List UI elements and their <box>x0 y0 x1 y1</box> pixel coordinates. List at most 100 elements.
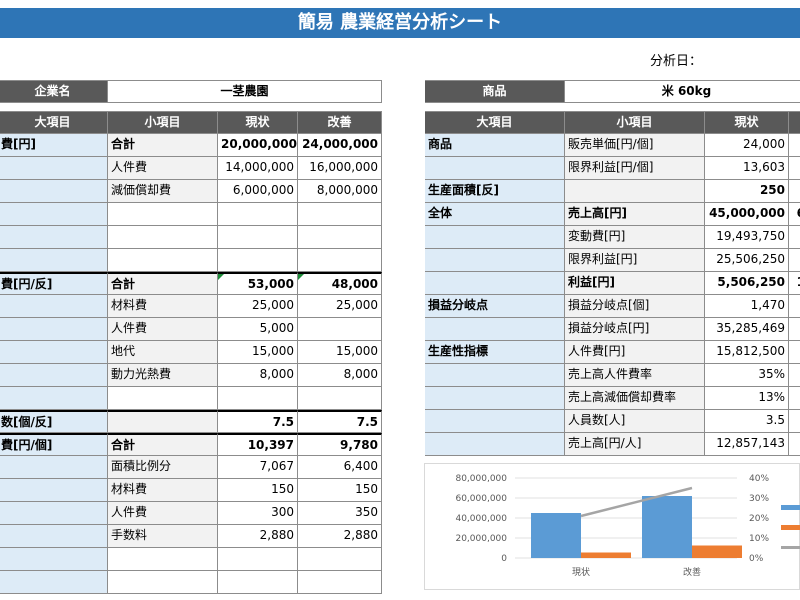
left-sub-cell[interactable]: 人件費 <box>108 318 218 341</box>
right-extra-cell[interactable] <box>789 134 800 157</box>
left-cat-cell[interactable] <box>0 479 108 502</box>
left-sub-cell[interactable]: 人件費 <box>108 502 218 525</box>
right-cat-cell[interactable]: 損益分岐点 <box>425 295 565 318</box>
left-current-cell[interactable] <box>218 203 298 226</box>
left-cat-cell[interactable] <box>0 548 108 571</box>
left-cat-cell[interactable] <box>0 502 108 525</box>
right-cat-cell[interactable] <box>425 318 565 341</box>
left-current-cell[interactable]: 8,000 <box>218 364 298 387</box>
left-sub-cell[interactable] <box>108 571 218 594</box>
right-sub-cell[interactable]: 変動費[円] <box>565 226 705 249</box>
left-current-cell[interactable]: 15,000 <box>218 341 298 364</box>
right-cat-cell[interactable] <box>425 410 565 433</box>
left-improved-cell[interactable]: 8,000,000 <box>298 180 382 203</box>
right-extra-cell[interactable] <box>789 318 800 341</box>
left-improved-cell[interactable] <box>298 203 382 226</box>
left-sub-cell[interactable]: 合計 <box>108 134 218 157</box>
right-header-0[interactable]: 大項目 <box>425 111 565 134</box>
left-improved-cell[interactable] <box>298 318 382 341</box>
left-current-cell[interactable] <box>218 548 298 571</box>
left-current-cell[interactable] <box>218 249 298 272</box>
left-improved-cell[interactable] <box>298 249 382 272</box>
left-current-cell[interactable] <box>218 387 298 410</box>
right-sub-cell[interactable]: 損益分岐点[円] <box>565 318 705 341</box>
right-extra-cell[interactable] <box>789 249 800 272</box>
left-current-cell[interactable]: 25,000 <box>218 295 298 318</box>
left-current-cell[interactable]: 5,000 <box>218 318 298 341</box>
left-sub-cell[interactable]: 減価償却費 <box>108 180 218 203</box>
left-improved-cell[interactable]: 16,000,000 <box>298 157 382 180</box>
left-current-cell[interactable]: 53,000 <box>218 272 298 295</box>
right-cat-cell[interactable] <box>425 387 565 410</box>
left-improved-cell[interactable]: 48,000 <box>298 272 382 295</box>
left-cat-cell[interactable] <box>0 525 108 548</box>
right-current-cell[interactable]: 13,603 <box>705 157 789 180</box>
left-cat-cell[interactable] <box>0 571 108 594</box>
left-header-3[interactable]: 改善 <box>298 111 382 134</box>
right-cat-cell[interactable] <box>425 364 565 387</box>
right-sub-cell[interactable]: 販売単価[円/個] <box>565 134 705 157</box>
left-cat-cell[interactable] <box>0 226 108 249</box>
left-sub-cell[interactable] <box>108 387 218 410</box>
left-cat-cell[interactable] <box>0 203 108 226</box>
left-sub-cell[interactable]: 面積比例分 <box>108 456 218 479</box>
right-sub-cell[interactable]: 人員数[人] <box>565 410 705 433</box>
company-label[interactable]: 企業名 <box>0 80 108 103</box>
product-value[interactable]: 米 60kg <box>565 80 800 103</box>
right-sub-cell[interactable]: 損益分岐点[個] <box>565 295 705 318</box>
left-sub-cell[interactable] <box>108 548 218 571</box>
left-cat-cell[interactable] <box>0 341 108 364</box>
left-sub-cell[interactable]: 材料費 <box>108 295 218 318</box>
right-cat-cell[interactable]: 商品 <box>425 134 565 157</box>
right-sub-cell[interactable]: 売上高[円/人] <box>565 433 705 456</box>
left-current-cell[interactable]: 20,000,000 <box>218 134 298 157</box>
left-header-1[interactable]: 小項目 <box>108 111 218 134</box>
right-current-cell[interactable]: 24,000 <box>705 134 789 157</box>
left-improved-cell[interactable] <box>298 571 382 594</box>
right-current-cell[interactable]: 250 <box>705 180 789 203</box>
right-extra-cell[interactable]: 1 <box>789 272 800 295</box>
left-improved-cell[interactable]: 15,000 <box>298 341 382 364</box>
left-improved-cell[interactable] <box>298 548 382 571</box>
right-cat-cell[interactable]: 生産面積[反] <box>425 180 565 203</box>
company-value[interactable]: 一茎農園 <box>108 80 382 103</box>
left-cat-cell[interactable] <box>0 249 108 272</box>
left-sub-cell[interactable] <box>108 410 218 433</box>
right-cat-cell[interactable]: 生産性指標 <box>425 341 565 364</box>
left-sub-cell[interactable] <box>108 203 218 226</box>
left-current-cell[interactable]: 7.5 <box>218 410 298 433</box>
left-sub-cell[interactable]: 地代 <box>108 341 218 364</box>
right-current-cell[interactable]: 19,493,750 <box>705 226 789 249</box>
right-extra-cell[interactable] <box>789 157 800 180</box>
right-current-cell[interactable]: 12,857,143 <box>705 433 789 456</box>
right-extra-cell[interactable] <box>789 226 800 249</box>
right-header-2[interactable]: 現状 <box>705 111 789 134</box>
left-sub-cell[interactable]: 合計 <box>108 433 218 456</box>
left-current-cell[interactable] <box>218 571 298 594</box>
right-extra-cell[interactable] <box>789 364 800 387</box>
left-cat-cell[interactable]: 費[円/反] <box>0 272 108 295</box>
right-extra-cell[interactable] <box>789 433 800 456</box>
left-cat-cell[interactable]: 費[円/個] <box>0 433 108 456</box>
left-current-cell[interactable]: 6,000,000 <box>218 180 298 203</box>
left-header-0[interactable]: 大項目 <box>0 111 108 134</box>
right-current-cell[interactable]: 25,506,250 <box>705 249 789 272</box>
right-cat-cell[interactable] <box>425 272 565 295</box>
right-current-cell[interactable]: 15,812,500 <box>705 341 789 364</box>
left-current-cell[interactable]: 150 <box>218 479 298 502</box>
left-improved-cell[interactable]: 350 <box>298 502 382 525</box>
left-cat-cell[interactable]: 数[個/反] <box>0 410 108 433</box>
left-improved-cell[interactable]: 9,780 <box>298 433 382 456</box>
left-cat-cell[interactable] <box>0 157 108 180</box>
left-current-cell[interactable]: 7,067 <box>218 456 298 479</box>
right-extra-cell[interactable] <box>789 295 800 318</box>
right-cat-cell[interactable] <box>425 226 565 249</box>
right-current-cell[interactable]: 35% <box>705 364 789 387</box>
right-current-cell[interactable]: 13% <box>705 387 789 410</box>
left-improved-cell[interactable] <box>298 387 382 410</box>
right-cat-cell[interactable] <box>425 249 565 272</box>
left-improved-cell[interactable]: 6,400 <box>298 456 382 479</box>
right-extra-cell[interactable] <box>789 387 800 410</box>
right-header-1[interactable]: 小項目 <box>565 111 705 134</box>
left-sub-cell[interactable]: 手数料 <box>108 525 218 548</box>
